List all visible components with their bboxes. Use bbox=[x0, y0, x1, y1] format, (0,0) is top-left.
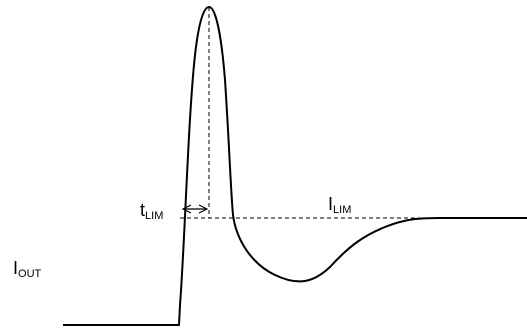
output-current-waveform bbox=[63, 6, 527, 326]
i-out-label: IOUT bbox=[13, 258, 42, 280]
t-lim-label: tLIM bbox=[140, 200, 164, 222]
i-lim-label: ILIM bbox=[328, 194, 352, 216]
